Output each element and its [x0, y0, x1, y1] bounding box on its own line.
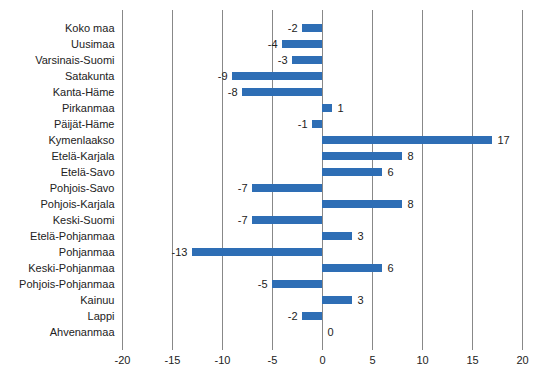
svg-text:20: 20 — [516, 354, 528, 366]
svg-text:8: 8 — [408, 198, 414, 210]
svg-text:Pohjois-Karjala: Pohjois-Karjala — [41, 198, 116, 210]
svg-text:Etelä-Savo: Etelä-Savo — [61, 166, 115, 178]
svg-text:5: 5 — [369, 354, 375, 366]
svg-text:Keski-Suomi: Keski-Suomi — [53, 214, 115, 226]
svg-text:10: 10 — [416, 354, 428, 366]
svg-text:0: 0 — [328, 326, 334, 338]
svg-text:Etelä-Karjala: Etelä-Karjala — [52, 150, 116, 162]
svg-text:-7: -7 — [238, 214, 248, 226]
svg-text:Ahvenanmaa: Ahvenanmaa — [50, 326, 116, 338]
svg-text:6: 6 — [388, 262, 394, 274]
svg-text:-5: -5 — [258, 278, 268, 290]
svg-text:Satakunta: Satakunta — [65, 70, 115, 82]
svg-text:3: 3 — [358, 230, 364, 242]
svg-text:-4: -4 — [268, 38, 278, 50]
svg-text:Keski-Pohjanmaa: Keski-Pohjanmaa — [28, 262, 115, 274]
svg-text:-2: -2 — [288, 22, 298, 34]
svg-text:1: 1 — [338, 102, 344, 114]
svg-text:Koko maa: Koko maa — [65, 22, 115, 34]
svg-text:-2: -2 — [288, 310, 298, 322]
svg-text:Kanta-Häme: Kanta-Häme — [53, 86, 115, 98]
svg-text:0: 0 — [319, 354, 325, 366]
svg-text:Kainuu: Kainuu — [80, 294, 114, 306]
svg-text:15: 15 — [466, 354, 478, 366]
svg-text:Kymenlaakso: Kymenlaakso — [48, 134, 114, 146]
svg-text:-7: -7 — [238, 182, 248, 194]
svg-text:Varsinais-Suomi: Varsinais-Suomi — [35, 54, 114, 66]
svg-text:Päijät-Häme: Päijät-Häme — [54, 118, 115, 130]
svg-text:17: 17 — [498, 134, 510, 146]
svg-text:-1: -1 — [298, 118, 308, 130]
svg-text:Pirkanmaa: Pirkanmaa — [62, 102, 115, 114]
svg-text:8: 8 — [408, 150, 414, 162]
svg-text:-13: -13 — [172, 246, 188, 258]
svg-text:Pohjanmaa: Pohjanmaa — [59, 246, 116, 258]
svg-text:Lappi: Lappi — [88, 310, 115, 322]
svg-text:Uusimaa: Uusimaa — [71, 38, 115, 50]
svg-text:6: 6 — [388, 166, 394, 178]
svg-text:Etelä-Pohjanmaa: Etelä-Pohjanmaa — [30, 230, 115, 242]
svg-text:Pohjois-Pohjanmaa: Pohjois-Pohjanmaa — [19, 278, 115, 290]
svg-text:-8: -8 — [228, 86, 238, 98]
svg-text:-20: -20 — [115, 354, 131, 366]
svg-text:Pohjois-Savo: Pohjois-Savo — [50, 182, 115, 194]
svg-text:-5: -5 — [268, 354, 278, 366]
svg-text:-3: -3 — [278, 54, 288, 66]
svg-text:-10: -10 — [215, 354, 231, 366]
svg-text:3: 3 — [358, 294, 364, 306]
svg-text:-9: -9 — [218, 70, 228, 82]
svg-text:-15: -15 — [165, 354, 181, 366]
